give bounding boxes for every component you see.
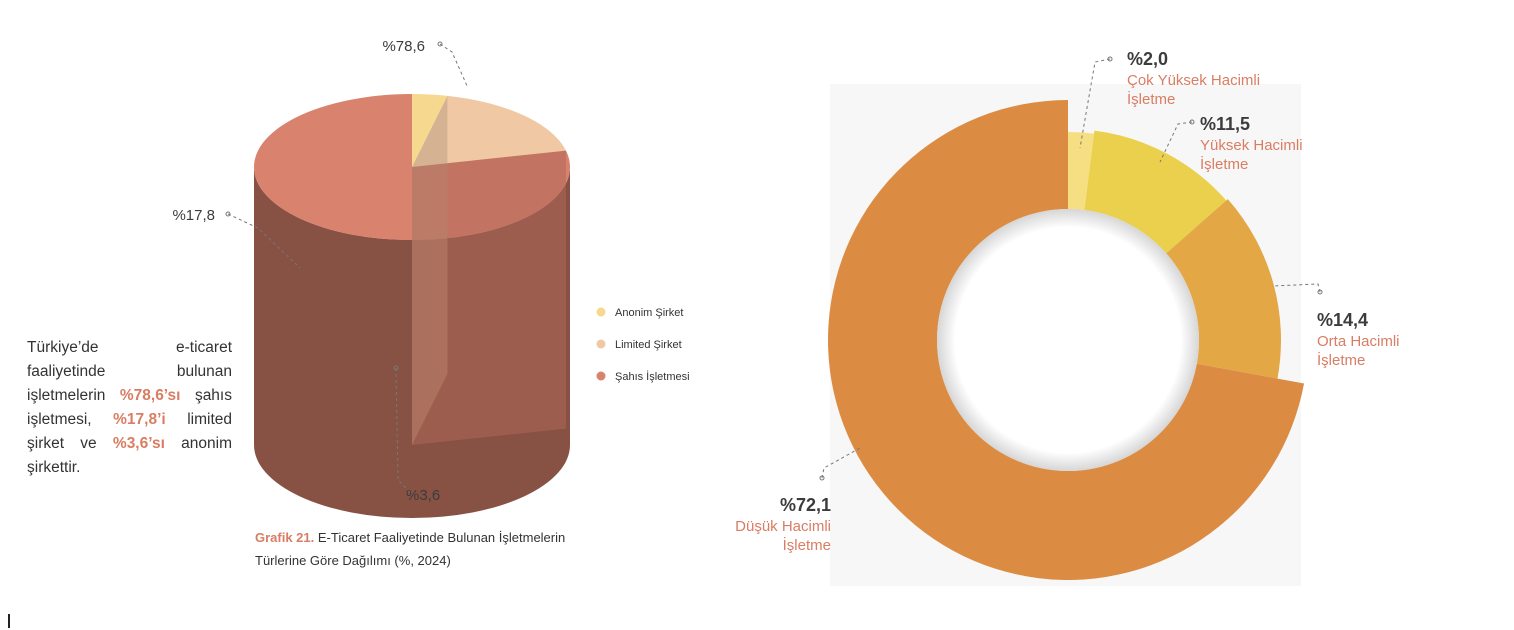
paragraph-text: limited şirket ve xyxy=(27,411,232,452)
category-label: Orta Hacimli xyxy=(1317,333,1400,350)
category-label: İşletme xyxy=(1317,351,1365,369)
leader-line xyxy=(1079,58,1111,149)
cylinder-pie-chart: %3,6 %17,8 %78,6 xyxy=(172,38,571,518)
cylinder-slice-0 xyxy=(412,94,448,167)
legend-label: Anonim Şirket xyxy=(615,307,683,319)
category-label: Düşük Hacimli xyxy=(735,518,831,535)
figure-caption: Grafik 21. E-Ticaret Faaliyetinde Buluna… xyxy=(255,526,615,572)
category-label: Çok Yüksek Hacimli xyxy=(1127,72,1260,89)
donut-segment-2 xyxy=(1166,199,1282,379)
legend-swatch xyxy=(596,307,606,317)
category-label: İşletme xyxy=(1200,155,1248,173)
leader-line xyxy=(1271,283,1321,293)
text-cursor xyxy=(8,614,10,628)
paragraph-text: anonim şirkettir. xyxy=(27,435,232,476)
leader-dot xyxy=(1189,119,1195,125)
chart-legend: Anonim Şirket Limited Şirket Şahıs İşletme… xyxy=(596,307,690,383)
intro-paragraph: Türkiye’de e-ticaret faaliyetinde buluna… xyxy=(27,336,232,480)
caption-text: E-Ticaret Faaliyetinde Bulunan İşletmele… xyxy=(255,530,566,568)
caption-number: Grafik 21. xyxy=(255,530,315,545)
donut-hole xyxy=(937,209,1199,471)
cylinder-slice-1 xyxy=(412,95,566,167)
data-label: %72,1 xyxy=(780,495,831,515)
leader-line xyxy=(395,367,413,495)
paragraph-highlight-anonim: %3,6’sı xyxy=(112,435,165,452)
paragraph-highlight-sahis: %78,6’sı xyxy=(119,387,181,404)
paragraph-highlight-limited: %17,8’i xyxy=(113,411,166,428)
leader-dot xyxy=(819,475,825,481)
data-label: %14,4 xyxy=(1317,310,1368,330)
donut-segment-0 xyxy=(1068,132,1095,211)
leader-dot xyxy=(1317,289,1323,295)
leader-line xyxy=(1159,121,1193,163)
leader-dot xyxy=(437,41,443,47)
leader-line xyxy=(439,43,469,89)
data-label: %17,8 xyxy=(172,207,215,224)
legend-swatch xyxy=(596,339,606,349)
paragraph-text: şahıs işletmesi, xyxy=(27,387,232,428)
data-label: %11,5 xyxy=(1200,114,1250,134)
donut-segment-1 xyxy=(1084,130,1227,254)
donut-segment-3 xyxy=(828,100,1305,580)
legend-label: Şahıs İşletmesi xyxy=(615,370,690,383)
legend-swatch xyxy=(596,371,606,381)
data-label: %2,0 xyxy=(1127,49,1168,69)
leader-dot xyxy=(1107,56,1113,62)
legend-label: Limited Şirket xyxy=(615,339,682,351)
paragraph-text: Türkiye’de e-ticaret faaliyetinde buluna… xyxy=(27,339,232,404)
leader-line xyxy=(821,447,861,479)
cylinder-cut-face-2 xyxy=(412,150,566,445)
leader-dot xyxy=(393,365,399,371)
category-label: Yüksek Hacimli xyxy=(1200,137,1303,154)
category-label: İşletme xyxy=(783,536,831,554)
category-label: İşletme xyxy=(1127,90,1175,108)
data-label: %3,6 xyxy=(406,487,440,504)
leader-dot xyxy=(225,211,231,217)
data-label: %78,6 xyxy=(382,38,425,55)
